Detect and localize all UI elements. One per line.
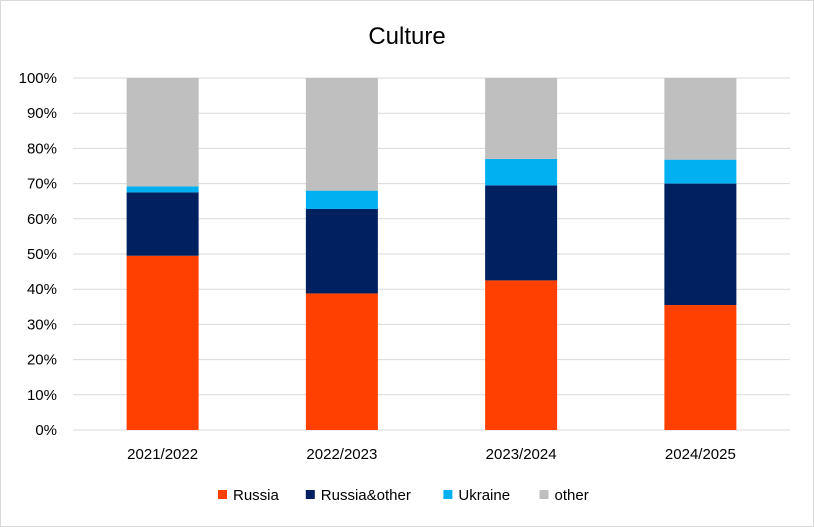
y-tick-label: 80% (27, 140, 57, 157)
bar-russia-2022-2023 (305, 293, 378, 430)
x-tick-label: 2024/2025 (665, 446, 736, 463)
bar-other-2024-2025 (664, 78, 737, 160)
bar-russia-other-2023-2024 (485, 185, 558, 281)
y-tick-label: 30% (27, 316, 57, 333)
bar-russia-2021-2022 (126, 255, 199, 430)
legend-label-other: other (555, 487, 589, 504)
legend-swatch-other (539, 490, 549, 499)
bar-other-2023-2024 (485, 78, 558, 159)
y-tick-label: 50% (27, 246, 57, 263)
bar-russia-other-2024-2025 (664, 183, 737, 306)
y-tick-label: 40% (27, 281, 57, 298)
legend-swatch-russia-other (305, 490, 315, 499)
y-tick-label: 0% (35, 422, 57, 439)
legend-swatch-russia (218, 490, 227, 499)
legend: Russia Russia&other Ukraine other (218, 487, 589, 504)
bar-ukraine-2023-2024 (485, 158, 558, 186)
legend-label-ukraine: Ukraine (458, 487, 510, 504)
bar-russia-2024-2025 (664, 305, 737, 430)
bar-russia-2023-2024 (485, 280, 558, 430)
legend-label-russia-other: Russia&other (321, 487, 411, 504)
bar-ukraine-2024-2025 (664, 159, 737, 184)
y-tick-label: 60% (27, 211, 57, 228)
y-tick-label: 10% (27, 387, 57, 404)
x-tick-label: 2023/2024 (486, 446, 557, 463)
y-axis-labels: 0% 10% 20% 30% 40% 50% 60% 70% 80% 90% 100% (19, 70, 57, 439)
y-tick-label: 70% (27, 176, 57, 193)
bar-russia-other-2021-2022 (126, 192, 199, 256)
chart-title: Culture (368, 23, 445, 50)
y-tick-label: 20% (27, 352, 57, 369)
bars (126, 78, 737, 430)
bar-ukraine-2022-2023 (305, 190, 378, 209)
y-tick-label: 100% (19, 70, 57, 87)
legend-label-russia: Russia (233, 487, 280, 504)
bar-other-2022-2023 (305, 78, 378, 191)
x-axis-labels: 2021/2022 2022/2023 2023/2024 2024/2025 (127, 446, 736, 463)
x-tick-label: 2022/2023 (306, 446, 377, 463)
y-tick-label: 90% (27, 105, 57, 122)
legend-swatch-ukraine (443, 490, 453, 499)
bar-other-2021-2022 (126, 78, 199, 187)
bar-russia-other-2022-2023 (305, 208, 378, 294)
x-tick-label: 2021/2022 (127, 446, 198, 463)
bar-ukraine-2021-2022 (126, 186, 199, 193)
